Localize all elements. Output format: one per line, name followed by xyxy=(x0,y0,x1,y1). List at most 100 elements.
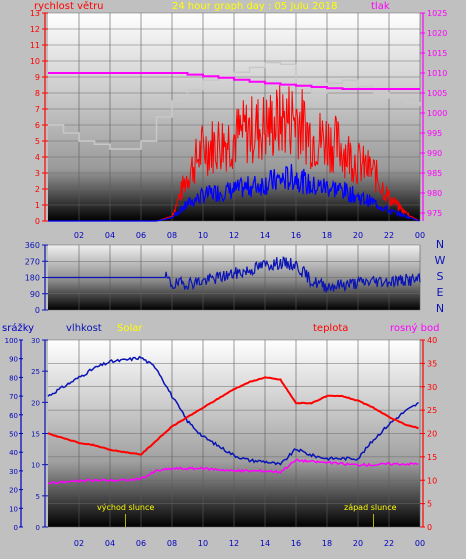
series-humidity-line xyxy=(47,355,419,466)
x-tick-bottom: 16 xyxy=(291,539,301,548)
y-rain-tick: 10 xyxy=(9,505,18,513)
y-humidity-tick: 25 xyxy=(31,368,40,376)
x-tick-top: 06 xyxy=(136,231,146,240)
solar-label: Solar xyxy=(117,323,143,334)
bottom-axes: 0 5 10 15 20 25 30 35 40 0 10 20 30 40 50 60 70 80 90 100 0 5… xyxy=(5,336,438,532)
y-left-tick: 13 xyxy=(30,9,40,18)
mid-grid xyxy=(48,244,421,311)
y-right-tick: 980 xyxy=(427,189,442,198)
bottom-grid xyxy=(48,339,421,528)
mid-series xyxy=(48,255,421,293)
x-tick-bottom: 14 xyxy=(260,539,270,548)
top-axes: 0123456789101112139759809859909951000100… xyxy=(30,9,448,226)
y-right-tick: 990 xyxy=(427,149,442,158)
x-tick-bottom: 18 xyxy=(322,539,332,548)
sunset-label: západ slunce xyxy=(344,503,397,512)
y-rain-tick: 0 xyxy=(14,524,18,532)
x-tick-bottom: 06 xyxy=(136,539,146,548)
y-humidity-tick: 20 xyxy=(31,399,40,407)
y-temp-tick: 0 xyxy=(427,523,432,532)
y-temp-tick: 40 xyxy=(427,336,437,345)
y-direction-tick: 180 xyxy=(25,274,40,283)
x-tick-top: 08 xyxy=(167,231,177,240)
dewpoint-label: rosný bod xyxy=(390,322,439,334)
x-tick-bottom: 10 xyxy=(198,539,208,548)
y-rain-tick: 70 xyxy=(9,393,18,401)
y-left-tick: 11 xyxy=(30,41,40,50)
x-tick-bottom: 00 xyxy=(415,539,425,548)
x-tick-top: 04 xyxy=(105,231,115,240)
y-temp-tick: 10 xyxy=(427,476,437,485)
y-rain-tick: 20 xyxy=(9,487,18,495)
compass-letter: N xyxy=(436,238,444,251)
x-tick-bottom: 20 xyxy=(353,539,363,548)
series-dewpoint-line xyxy=(47,458,419,485)
y-rain-tick: 90 xyxy=(9,356,18,364)
y-rain-tick: 80 xyxy=(9,374,18,382)
compass-letter: N xyxy=(436,302,444,315)
y-left-tick: 6 xyxy=(35,121,40,130)
y-rain-tick: 60 xyxy=(9,412,18,420)
y-right-tick: 995 xyxy=(427,129,442,138)
y-right-tick: 1010 xyxy=(427,69,447,78)
y-right-tick: 1005 xyxy=(427,89,447,98)
x-tick-top: 12 xyxy=(229,231,239,240)
y-left-tick: 1 xyxy=(35,201,40,210)
series-gust-gray-line xyxy=(48,61,421,150)
pressure-label: tlak xyxy=(371,1,390,12)
series-pressure-line xyxy=(48,72,420,90)
humidity-label: vlhkost xyxy=(66,323,102,334)
x-tick-top: 10 xyxy=(198,231,208,240)
y-left-tick: 7 xyxy=(35,105,40,114)
x-tick-labels: 02 02 04 04 06 06 08 08 10 10 12 12 14 14 16 16 18 18 20 20… xyxy=(74,231,425,548)
sunrise-label: východ slunce xyxy=(97,503,154,512)
y-left-tick: 2 xyxy=(35,185,40,194)
temperature-label: teplota xyxy=(313,323,348,334)
y-temp-tick: 20 xyxy=(427,430,437,439)
y-rain-tick: 100 xyxy=(5,337,18,345)
x-tick-bottom: 04 xyxy=(105,539,115,548)
x-tick-top: 22 xyxy=(384,231,394,240)
y-left-tick: 4 xyxy=(35,153,40,162)
y-temp-tick: 5 xyxy=(427,500,432,509)
x-tick-bottom: 12 xyxy=(229,539,239,548)
y-temp-tick: 30 xyxy=(427,383,437,392)
y-temp-tick: 35 xyxy=(427,359,437,368)
series-wind-avg-line xyxy=(48,163,420,222)
chart-title: 24 hour graph day : 05 Julu 2018 xyxy=(172,1,338,12)
rain-label: srážky xyxy=(2,322,34,334)
x-tick-top: 16 xyxy=(291,231,301,240)
wind-speed-label: rychlost větru xyxy=(34,0,104,12)
y-direction-tick: 360 xyxy=(25,241,40,250)
y-left-tick: 3 xyxy=(35,169,40,178)
y-right-tick: 975 xyxy=(427,209,442,218)
y-right-tick: 1020 xyxy=(427,29,447,38)
y-right-tick: 1000 xyxy=(427,109,447,118)
x-tick-top: 18 xyxy=(322,231,332,240)
y-left-tick: 12 xyxy=(30,25,40,34)
x-tick-top: 02 xyxy=(74,231,84,240)
compass-letter: S xyxy=(437,270,444,283)
bottom-series xyxy=(47,355,419,527)
y-temp-tick: 15 xyxy=(427,453,437,462)
y-temp-tick: 25 xyxy=(427,406,437,415)
y-rain-tick: 30 xyxy=(9,468,18,476)
y-left-tick: 8 xyxy=(35,89,40,98)
y-right-tick: 985 xyxy=(427,169,442,178)
compass-letter: E xyxy=(437,286,444,299)
y-rain-tick: 40 xyxy=(9,449,18,457)
y-direction-tick: 270 xyxy=(25,257,40,266)
x-tick-bottom: 22 xyxy=(384,539,394,548)
y-humidity-tick: 15 xyxy=(31,431,40,439)
series-wind-direction-line xyxy=(48,255,421,293)
x-tick-bottom: 02 xyxy=(74,539,84,548)
y-left-tick: 0 xyxy=(35,217,40,226)
y-humidity-tick: 0 xyxy=(36,524,40,532)
x-tick-bottom: 08 xyxy=(167,539,177,548)
mid-axes: 0 90 180 270 360 xyxy=(25,241,48,315)
x-tick-top: 20 xyxy=(353,231,363,240)
top-series xyxy=(48,61,421,222)
